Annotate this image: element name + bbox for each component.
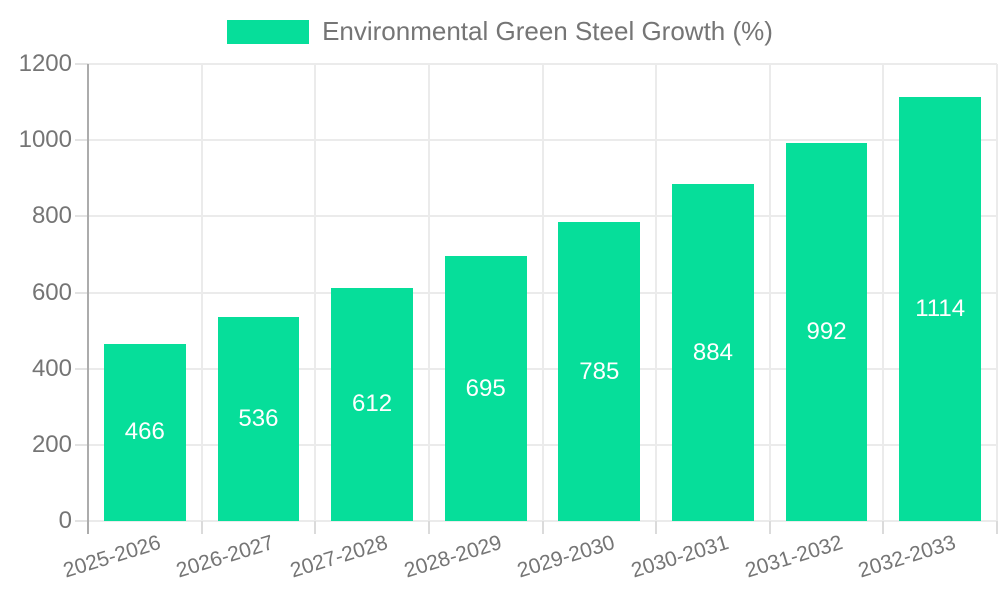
bar-value-label: 1114 xyxy=(915,294,966,322)
y-axis-tick-label: 0 xyxy=(58,507,72,534)
y-axis-tick-label: 400 xyxy=(31,354,72,382)
x-gridline xyxy=(200,64,203,521)
bar[interactable] xyxy=(558,222,641,521)
bar-value-label: 536 xyxy=(238,404,279,432)
x-axis-tick xyxy=(427,521,430,534)
y-axis-tick xyxy=(75,367,88,370)
x-gridline xyxy=(427,64,430,521)
x-gridline xyxy=(314,64,317,521)
bar-value-label: 884 xyxy=(692,338,733,366)
bar[interactable] xyxy=(217,316,300,521)
bar[interactable] xyxy=(331,287,413,521)
x-axis-tick xyxy=(541,521,544,534)
y-axis-line xyxy=(87,64,89,534)
x-axis-tick xyxy=(655,521,658,534)
bar-value-label: 785 xyxy=(579,357,620,385)
bar-value-label: 992 xyxy=(806,318,847,346)
bar[interactable] xyxy=(785,143,868,521)
y-axis-tick xyxy=(75,215,88,218)
y-axis-tick xyxy=(75,520,88,522)
bar[interactable] xyxy=(103,343,186,521)
x-axis-tick xyxy=(768,521,771,534)
y-axis-tick-label: 1200 xyxy=(18,50,72,77)
plot-area: 0 200 400 600 800 1000 1200 466 536 612 695 785 884 9… xyxy=(19,52,998,582)
bar[interactable] xyxy=(444,256,527,521)
y-axis-tick-label: 600 xyxy=(31,278,72,306)
y-axis-tick-label: 800 xyxy=(31,202,72,230)
bar-value-label: 695 xyxy=(465,374,506,402)
x-gridline xyxy=(768,64,771,521)
y-axis-tick-label: 1000 xyxy=(18,126,72,154)
legend-item[interactable]: Environmental Green Steel Growth (%) xyxy=(227,16,773,47)
x-axis-tick xyxy=(996,521,998,534)
x-gridline xyxy=(655,64,658,521)
bar-value-label: 612 xyxy=(352,390,393,418)
x-axis-tick xyxy=(200,521,203,534)
bar[interactable] xyxy=(672,184,754,521)
legend-swatch xyxy=(227,19,310,44)
x-gridline xyxy=(882,64,885,521)
x-gridline xyxy=(541,64,544,521)
bar-value-label: 466 xyxy=(124,418,165,446)
y-axis-tick xyxy=(75,443,88,446)
x-axis-tick xyxy=(314,521,317,534)
y-axis-tick-label: 200 xyxy=(31,430,72,458)
y-axis-tick xyxy=(75,291,88,294)
x-axis-tick xyxy=(882,521,885,534)
y-axis-tick xyxy=(75,63,88,65)
x-gridline xyxy=(996,64,998,521)
bar[interactable] xyxy=(899,96,982,521)
y-axis-tick xyxy=(75,139,88,142)
legend-label: Environmental Green Steel Growth (%) xyxy=(322,16,773,46)
chart-legend: Environmental Green Steel Growth (%) xyxy=(0,16,1000,47)
